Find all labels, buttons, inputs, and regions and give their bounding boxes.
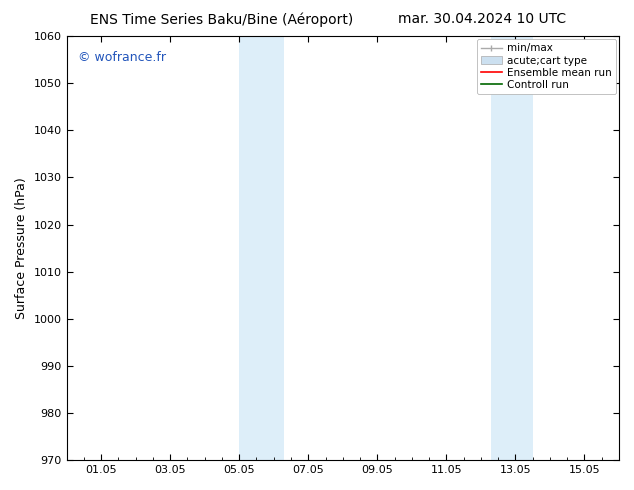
Text: mar. 30.04.2024 10 UTC: mar. 30.04.2024 10 UTC bbox=[398, 12, 566, 26]
Text: © wofrance.fr: © wofrance.fr bbox=[77, 51, 165, 64]
Bar bbox=[491, 36, 533, 460]
Bar bbox=[239, 36, 284, 460]
Y-axis label: Surface Pressure (hPa): Surface Pressure (hPa) bbox=[15, 177, 28, 319]
Text: ENS Time Series Baku/Bine (Aéroport): ENS Time Series Baku/Bine (Aéroport) bbox=[90, 12, 354, 27]
Legend: min/max, acute;cart type, Ensemble mean run, Controll run: min/max, acute;cart type, Ensemble mean … bbox=[477, 39, 616, 94]
